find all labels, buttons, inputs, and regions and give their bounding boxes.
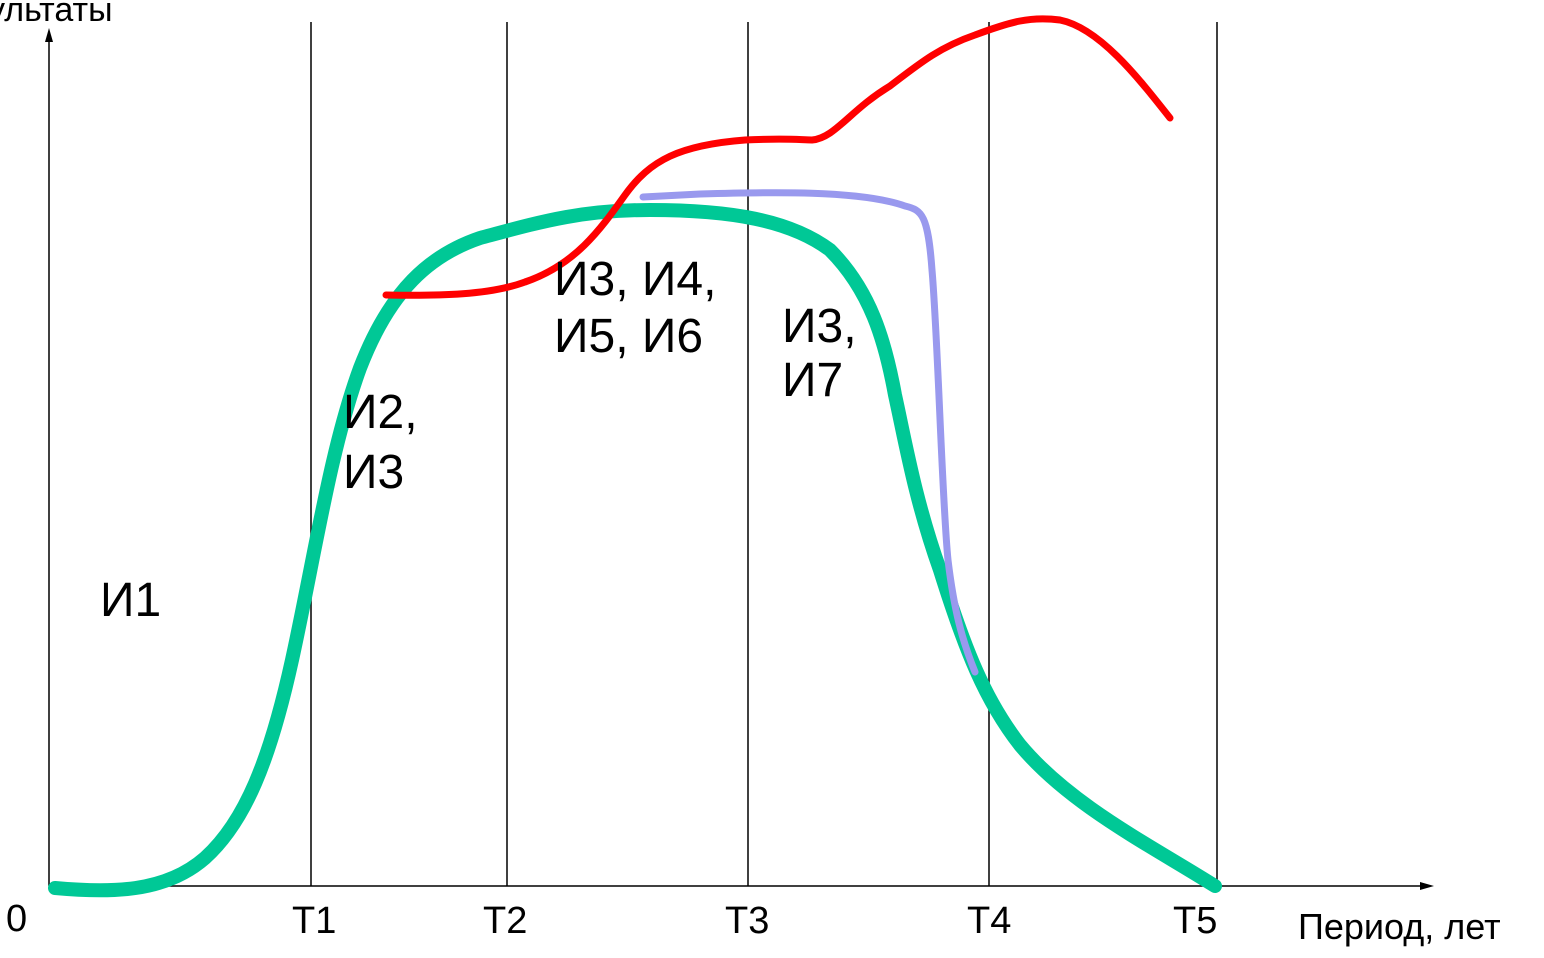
stage-label-i3-i7-line1: И3, bbox=[782, 300, 857, 353]
x-axis-arrow bbox=[1420, 882, 1434, 890]
stage-label-i3-i6-line2: И5, И6 bbox=[554, 310, 704, 363]
tick-label-t2: T2 bbox=[483, 900, 528, 942]
stage-label-i2-i3-line1: И2, bbox=[343, 386, 418, 439]
origin-label: 0 bbox=[6, 898, 28, 940]
tick-label-t1: T1 bbox=[292, 900, 337, 942]
curve-lavender bbox=[639, 189, 979, 676]
curve-red bbox=[382, 15, 1174, 299]
tick-label-t4: T4 bbox=[967, 900, 1012, 942]
stage-label-i3-i7-line2: И7 bbox=[782, 354, 844, 407]
stage-label-i1: И1 bbox=[100, 574, 162, 627]
x-axis-label: Период, лет bbox=[1298, 906, 1501, 947]
tick-label-t3: T3 bbox=[725, 900, 770, 942]
y-axis-label: ультаты bbox=[0, 0, 113, 29]
y-axis-arrow bbox=[45, 28, 53, 42]
stage-label-i3-i6-line1: И3, И4, bbox=[554, 253, 717, 306]
stage-label-i2-i3-line2: И3 bbox=[343, 446, 405, 499]
tick-label-t5: T5 bbox=[1173, 900, 1218, 942]
